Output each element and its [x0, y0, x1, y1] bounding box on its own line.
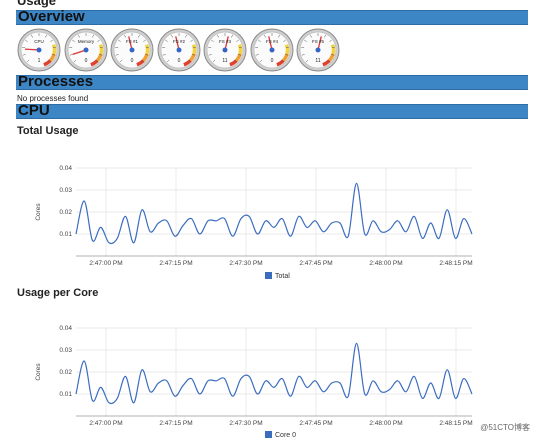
legend-label: Core 0 [275, 432, 296, 439]
y-axis-label: Cores [35, 363, 42, 381]
total-usage-legend: Total [265, 272, 290, 280]
gauge-value: 0 [270, 58, 273, 64]
processes-heading: Processes [18, 73, 93, 90]
gauge-dial: CPU 1 [17, 28, 61, 72]
gauge-value: 0 [131, 58, 134, 64]
gauge-label: FS #3 [219, 39, 232, 44]
gauge-dial: FS #1 0 [110, 28, 154, 72]
total-usage-svg: 0.01 0.02 0.03 0.04 2:47:00 PM 2:47:15 PM 2:47… [28, 160, 480, 265]
gauge-dial: FS #5 11 [296, 28, 340, 72]
gauge-label: FS #4 [265, 39, 278, 44]
gauge: FS #3 11 [203, 28, 247, 72]
y-tick-label: 0.03 [59, 187, 72, 194]
x-tick-label: 2:47:15 PM [159, 420, 192, 427]
x-tick-label: 2:48:15 PM [439, 420, 472, 427]
gauge-label: FS #5 [312, 39, 325, 44]
cpu-heading: CPU [18, 102, 50, 119]
overview-heading: Overview [18, 8, 85, 25]
gauge: FS #2 0 [157, 28, 201, 72]
gauge-label: FS #2 [172, 39, 185, 44]
usage-per-core-svg: 0.01 0.02 0.03 0.04 2:47:00 PM 2:47:15 PM 2:47… [28, 320, 480, 425]
total-usage-chart: 0.01 0.02 0.03 0.04 2:47:00 PM 2:47:15 PM 2:47… [28, 160, 480, 265]
usage-per-core-title: Usage per Core [17, 287, 98, 299]
x-tick-label: 2:48:15 PM [439, 260, 472, 267]
usage-per-core-chart: 0.01 0.02 0.03 0.04 2:47:00 PM 2:47:15 PM 2:47… [28, 320, 480, 425]
gauge-value: 0 [84, 58, 87, 64]
x-tick-label: 2:47:30 PM [229, 260, 262, 267]
gauge-dial: FS #3 11 [203, 28, 247, 72]
y-tick-label: 0.02 [59, 209, 72, 216]
x-tick-label: 2:48:00 PM [369, 420, 402, 427]
x-tick-label: 2:48:00 PM [369, 260, 402, 267]
gauge-label: FS #1 [126, 39, 139, 44]
gauge: CPU 1 [17, 28, 61, 72]
watermark: @51CTO博客 [480, 422, 530, 433]
y-tick-label: 0.03 [59, 347, 72, 354]
y-axis-label: Cores [35, 203, 42, 221]
gauge-dial: Memory 0 [64, 28, 108, 72]
cpu-header: CPU [16, 104, 528, 119]
gauge-value: 1 [38, 58, 41, 64]
y-tick-label: 0.04 [59, 325, 72, 332]
gauge: Memory 0 [64, 28, 108, 72]
y-tick-label: 0.01 [59, 391, 72, 398]
legend-swatch [265, 272, 272, 279]
processes-header: Processes [16, 75, 528, 90]
gauge: FS #1 0 [110, 28, 154, 72]
gauge: FS #5 11 [296, 28, 340, 72]
total-usage-title: Total Usage [17, 125, 79, 137]
gauge-label: Memory [77, 39, 94, 44]
gauge: FS #4 0 [250, 28, 294, 72]
x-tick-label: 2:47:45 PM [299, 260, 332, 267]
gauge-label: CPU [34, 39, 44, 44]
x-tick-label: 2:47:00 PM [89, 260, 122, 267]
page-title: Usage [17, 0, 56, 8]
overview-header: Overview [16, 10, 528, 25]
y-tick-label: 0.02 [59, 369, 72, 376]
legend-label: Total [275, 273, 290, 280]
y-tick-label: 0.01 [59, 231, 72, 238]
y-tick-label: 0.04 [59, 165, 72, 172]
usage-per-core-legend: Core 0 [265, 431, 296, 439]
gauge-dial: FS #2 0 [157, 28, 201, 72]
x-tick-label: 2:47:15 PM [159, 260, 192, 267]
x-tick-label: 2:47:45 PM [299, 420, 332, 427]
gauge-dial: FS #4 0 [250, 28, 294, 72]
x-tick-label: 2:47:00 PM [89, 420, 122, 427]
x-tick-label: 2:47:30 PM [229, 420, 262, 427]
gauge-value: 11 [315, 58, 320, 64]
gauge-value: 11 [222, 58, 227, 64]
gauge-value: 0 [177, 58, 180, 64]
